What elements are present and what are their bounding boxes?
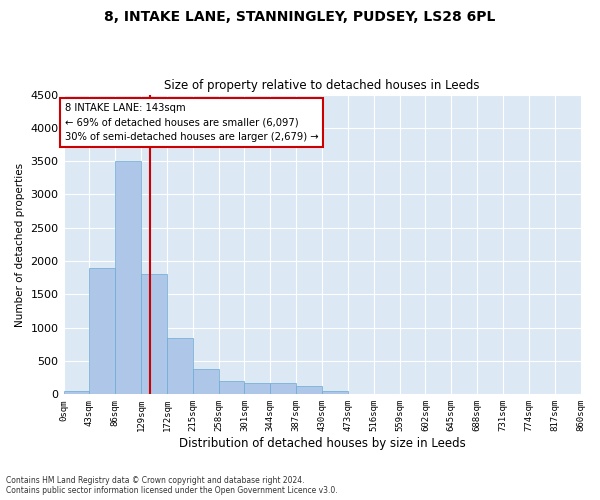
Bar [218, 381, 244, 394]
Bar [167, 338, 193, 394]
Bar [64, 391, 89, 394]
Text: 8 INTAKE LANE: 143sqm
← 69% of detached houses are smaller (6,097)
30% of semi-d: 8 INTAKE LANE: 143sqm ← 69% of detached … [65, 102, 319, 142]
Y-axis label: Number of detached properties: Number of detached properties [15, 162, 25, 326]
Bar [296, 386, 322, 394]
Bar [322, 391, 348, 394]
X-axis label: Distribution of detached houses by size in Leeds: Distribution of detached houses by size … [179, 437, 466, 450]
Bar [115, 161, 141, 394]
Text: 8, INTAKE LANE, STANNINGLEY, PUDSEY, LS28 6PL: 8, INTAKE LANE, STANNINGLEY, PUDSEY, LS2… [104, 10, 496, 24]
Bar [89, 268, 115, 394]
Bar [193, 369, 218, 394]
Text: Contains HM Land Registry data © Crown copyright and database right 2024.
Contai: Contains HM Land Registry data © Crown c… [6, 476, 338, 495]
Bar [244, 383, 271, 394]
Bar [271, 383, 296, 394]
Bar [141, 274, 167, 394]
Title: Size of property relative to detached houses in Leeds: Size of property relative to detached ho… [164, 79, 480, 92]
